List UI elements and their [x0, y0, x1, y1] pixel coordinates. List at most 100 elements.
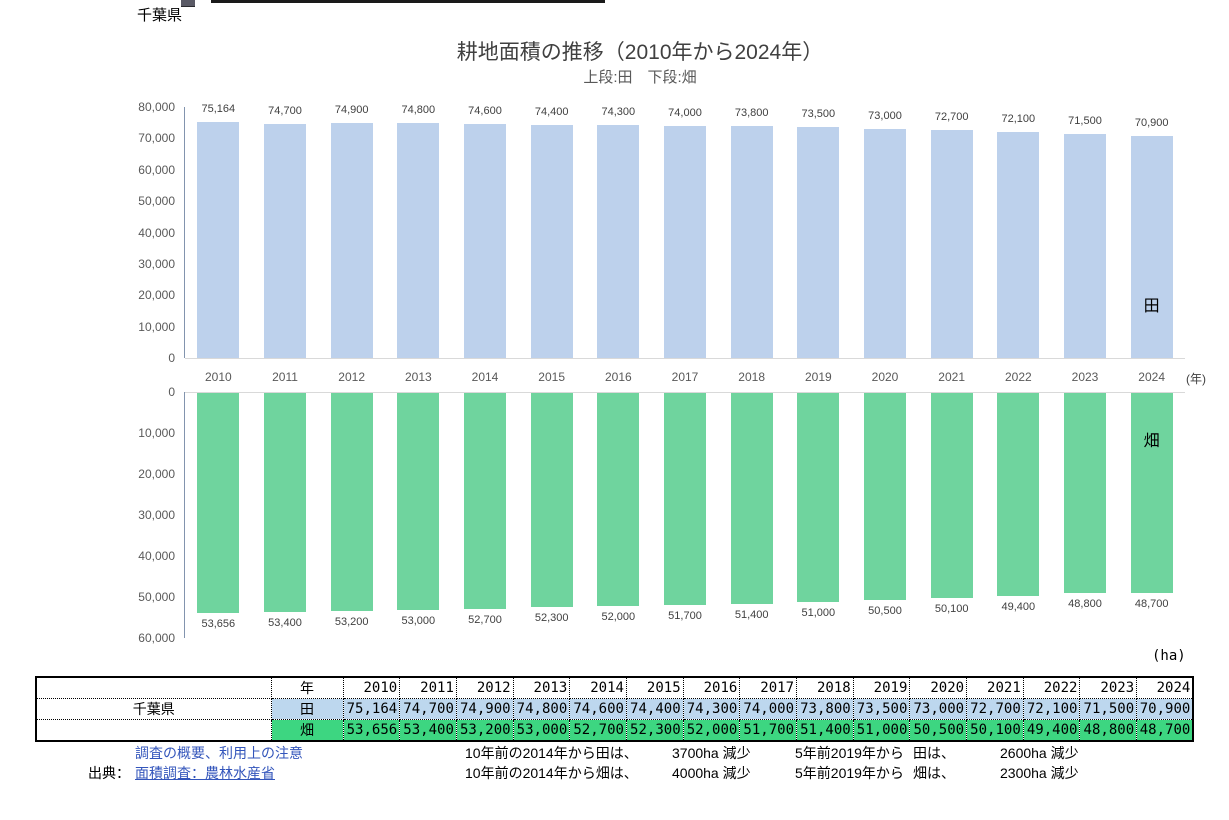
bar	[997, 131, 1040, 358]
value-cell: 70,900	[1136, 698, 1194, 720]
y-axis-tick-label: 20,000	[138, 288, 175, 303]
value-cell: 73,500	[852, 698, 911, 720]
bar	[330, 393, 373, 612]
y-axis-tick-label: 10,000	[138, 426, 175, 440]
bar-value-label: 73,500	[801, 108, 836, 121]
value-cell: 74,700	[399, 698, 457, 720]
value-cell: 73,800	[796, 698, 854, 720]
note-text: 10年前の2014年から畑は、	[465, 765, 638, 781]
top-cut-artifact-bar	[211, 0, 605, 3]
bar-value-label: 74,800	[401, 104, 436, 117]
year-cell: 2010	[342, 676, 401, 699]
value-cell: 75,164	[342, 698, 401, 720]
bar-value-label: 74,900	[334, 104, 369, 116]
region-label: 千葉県	[137, 7, 183, 24]
area-unit-label: (ha)	[1152, 648, 1186, 664]
year-cell: 2012	[455, 676, 514, 699]
bar-value-label: 74,700	[268, 104, 302, 117]
value-cell: 71,500	[1079, 698, 1138, 720]
series-label-paddy: 田	[1143, 298, 1160, 315]
y-axis-tick-label: 10,000	[138, 319, 175, 334]
survey-overview-link[interactable]: 調査の概要、利用上の注意	[135, 745, 303, 761]
bar	[664, 393, 706, 605]
bar	[197, 122, 240, 358]
x-axis-year-label: 2012	[338, 370, 366, 384]
bar	[730, 393, 773, 604]
bar	[1064, 133, 1106, 358]
year-cell: 2014	[569, 676, 627, 699]
bar	[730, 126, 773, 358]
year-cell: 2022	[1022, 676, 1081, 699]
row-label-cell: 田	[270, 698, 344, 720]
value-cell: 53,200	[455, 719, 514, 742]
axis-line-y	[184, 392, 185, 638]
row-label-cell: 畑	[270, 719, 344, 742]
value-cell: 74,900	[455, 698, 514, 720]
x-axis-year-label: 2015	[538, 370, 566, 384]
year-unit-label: (年)	[1186, 372, 1206, 386]
value-cell: 74,000	[739, 698, 797, 720]
bar-value-label: 74,000	[668, 106, 702, 119]
value-cell: 53,000	[512, 719, 571, 742]
chart-subtitle: 上段:田 下段:畑	[583, 69, 697, 86]
series-label-field: 畑	[1143, 433, 1160, 450]
note-text: 5年前2019年から	[795, 745, 904, 761]
bar	[797, 127, 840, 358]
bar	[530, 124, 573, 358]
note-text: 畑は、	[913, 765, 955, 781]
value-cell: 48,800	[1079, 719, 1138, 742]
y-axis-tick-label: 0	[168, 351, 175, 365]
year-cell: 2011	[399, 676, 457, 699]
top-cut-artifact-box	[181, 0, 195, 7]
value-cell: 72,100	[1022, 698, 1081, 720]
year-header-cell: 年	[270, 676, 344, 699]
bar	[864, 393, 906, 601]
value-cell: 50,500	[909, 719, 968, 742]
x-axis-year-label: 2017	[671, 370, 699, 384]
y-axis-tick-label: 20,000	[138, 467, 175, 481]
year-cell: 2019	[852, 676, 911, 699]
y-axis-tick-label: 0	[168, 385, 175, 399]
y-axis-tick-label: 40,000	[138, 549, 175, 563]
year-cell: 2024	[1136, 676, 1194, 699]
table-corner-cell	[35, 676, 272, 699]
bar-value-label: 70,900	[1134, 116, 1169, 129]
bar-value-label: 73,000	[868, 109, 902, 122]
note-text: 5年前2019年から	[795, 765, 904, 781]
value-cell: 74,800	[512, 698, 571, 720]
bar-value-label: 53,200	[334, 616, 369, 629]
bar	[464, 123, 506, 358]
x-axis-year-label: 2011	[272, 370, 298, 384]
bar	[1064, 393, 1106, 594]
source-link[interactable]: 面積調査：農林水産省	[135, 765, 275, 781]
x-axis-year-label: 2019	[804, 370, 832, 384]
value-cell: 51,400	[796, 719, 854, 742]
bar-value-label: 72,100	[1001, 112, 1036, 125]
axis-line-x	[185, 392, 1185, 393]
bar	[930, 393, 973, 599]
x-axis-year-label: 2014	[471, 370, 499, 384]
bar-value-label: 49,400	[1001, 600, 1036, 613]
year-cell: 2017	[739, 676, 797, 699]
axis-line-x	[185, 358, 1185, 359]
bar	[664, 125, 706, 358]
year-cell: 2023	[1079, 676, 1138, 699]
bar-value-label: 51,400	[734, 608, 769, 621]
x-axis-year-label: 2013	[404, 370, 432, 384]
bar	[597, 393, 640, 607]
bar-value-label: 48,700	[1134, 597, 1169, 610]
bar	[397, 123, 440, 358]
bar-value-label: 74,300	[601, 105, 636, 118]
bar	[997, 393, 1040, 596]
bar	[930, 129, 973, 358]
value-cell: 52,000	[682, 719, 741, 742]
value-cell: 51,700	[739, 719, 797, 742]
bar-value-label: 73,800	[734, 107, 769, 120]
bar	[797, 393, 840, 603]
note-text: 2300ha 減少	[1000, 765, 1079, 781]
value-cell: 52,700	[569, 719, 627, 742]
chart-title: 耕地面積の推移（2010年から2024年）	[456, 41, 824, 64]
bar-value-label: 52,000	[601, 611, 636, 624]
value-cell: 53,400	[399, 719, 457, 742]
